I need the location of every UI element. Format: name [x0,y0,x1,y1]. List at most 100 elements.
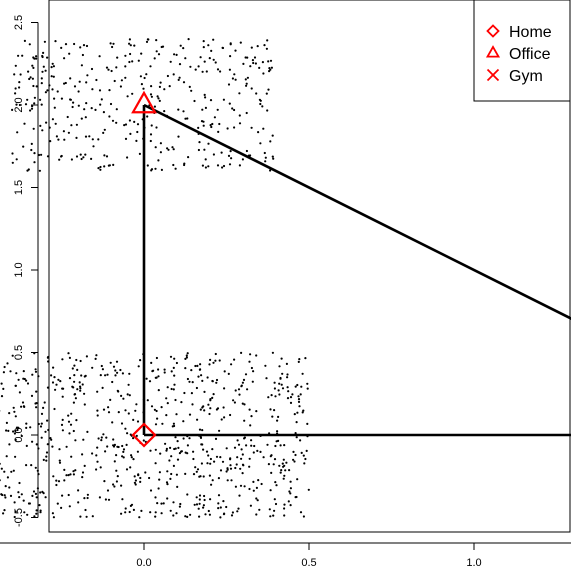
data-point [271,155,274,158]
data-point [103,165,106,168]
data-point [232,399,235,402]
data-point [79,385,82,388]
data-point [242,62,245,65]
data-point [244,78,247,81]
data-point [6,362,9,365]
data-point [186,493,189,496]
data-point [270,471,273,474]
data-point [243,436,246,439]
data-point [117,390,120,393]
data-point [75,358,78,362]
data-point [187,156,190,159]
data-point [201,164,204,167]
data-point [283,474,286,477]
data-point [34,466,37,469]
data-point [289,487,292,490]
data-point [30,142,33,145]
data-point [160,406,163,409]
data-point [13,410,16,413]
data-point [250,126,253,129]
data-point [152,369,155,372]
data-point [9,370,12,373]
data-point [122,397,125,400]
data-point [202,475,205,478]
data-point [301,411,304,414]
data-point [250,439,253,442]
data-point [133,120,136,123]
data-point [240,457,243,460]
data-point [173,357,176,360]
data-point [64,43,68,46]
data-point [92,145,95,148]
data-point [29,76,32,79]
data-point [160,502,163,505]
data-point [72,473,75,476]
data-point [20,434,23,438]
data-point [155,376,158,379]
data-point [42,65,45,68]
data-point [264,364,267,367]
data-point [221,460,225,463]
data-point [301,372,304,375]
data-point [234,389,237,392]
data-point [49,437,52,440]
data-point [83,375,86,378]
data-point [25,444,28,447]
data-point [77,104,80,107]
data-point [97,437,100,440]
data-point [73,393,76,396]
plot-frame [48,0,571,533]
data-point [138,152,141,155]
data-point [199,368,202,371]
data-point [157,159,160,162]
data-point [126,393,129,396]
data-point [30,394,34,397]
data-point [255,497,258,500]
data-point [32,127,35,130]
data-point [128,394,131,397]
data-point [124,137,128,140]
data-point [239,484,243,487]
data-point [186,117,189,120]
data-point [4,496,7,499]
data-point [14,510,17,513]
data-point [267,88,270,91]
data-point [61,494,64,497]
data-point [257,131,260,134]
data-point [250,444,253,447]
data-point [264,160,267,163]
data-point [26,382,30,385]
data-point [233,126,236,129]
data-point [186,515,189,519]
data-point [68,52,71,55]
data-point [39,425,43,428]
data-point [124,409,127,412]
data-point [184,515,187,518]
data-point [217,502,220,505]
data-point [104,450,107,453]
data-point [287,500,290,503]
data-point [218,359,221,362]
data-point [307,488,310,491]
data-point [77,501,80,504]
data-point [73,42,76,46]
data-point [26,98,29,101]
data-point [133,481,136,484]
data-point [213,116,216,119]
data-point [175,512,178,515]
data-point [15,372,18,375]
home-marker [131,422,157,448]
data-point [222,500,225,503]
data-point [119,368,122,372]
data-point [178,452,181,455]
data-point [134,409,137,412]
data-point [295,421,298,424]
data-point [190,89,193,92]
data-point [43,40,47,43]
data-point [287,390,290,393]
data-point [153,105,156,108]
data-point [136,123,140,126]
data-point [223,387,226,390]
data-point [209,124,212,127]
